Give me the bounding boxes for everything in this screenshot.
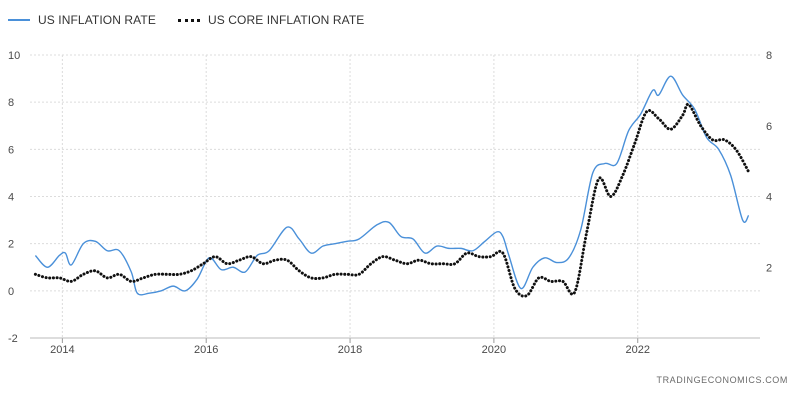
y-right-tick-label: 8	[766, 50, 772, 62]
legend-item-inflation-rate[interactable]: US INFLATION RATE	[8, 13, 156, 27]
y-left-tick-label: -2	[8, 333, 18, 345]
left-axis: 10 8 6 4 2 0 -2	[8, 50, 20, 345]
x-tick-label: 2014	[50, 344, 74, 356]
series-line-inflation-rate	[34, 75, 750, 296]
watermark: TRADINGECONOMICS.COM	[656, 375, 788, 385]
y-right-tick-label: 4	[766, 192, 772, 204]
x-tick-label: 2022	[625, 344, 649, 356]
legend-swatch-dotted-line	[177, 18, 200, 22]
series-line-core-inflation-rate	[33, 102, 751, 298]
x-tick-label: 2018	[338, 344, 362, 356]
legend: US INFLATION RATE US CORE INFLATION RATE	[8, 10, 364, 30]
y-right-tick-label: 6	[766, 121, 772, 133]
grid-layer	[30, 54, 760, 339]
series-layer	[33, 75, 751, 298]
x-axis: 2014 2016 2018 2020 2022	[30, 337, 760, 356]
y-left-tick-label: 8	[8, 97, 14, 109]
y-left-tick-label: 10	[8, 50, 20, 62]
y-right-tick-label: 2	[766, 262, 772, 274]
y-left-tick-label: 4	[8, 192, 14, 204]
legend-item-core-inflation-rate[interactable]: US CORE INFLATION RATE	[177, 13, 365, 27]
legend-label-inflation-rate: US INFLATION RATE	[38, 13, 156, 27]
y-left-tick-label: 2	[8, 239, 14, 251]
right-axis: 8 6 4 2	[766, 50, 772, 274]
x-tick-label: 2016	[194, 344, 218, 356]
legend-label-core-inflation-rate: US CORE INFLATION RATE	[207, 13, 365, 27]
legend-swatch-solid-line	[8, 19, 30, 21]
x-tick-label: 2020	[482, 344, 506, 356]
y-left-tick-label: 0	[8, 286, 14, 298]
y-left-tick-label: 6	[8, 144, 14, 156]
